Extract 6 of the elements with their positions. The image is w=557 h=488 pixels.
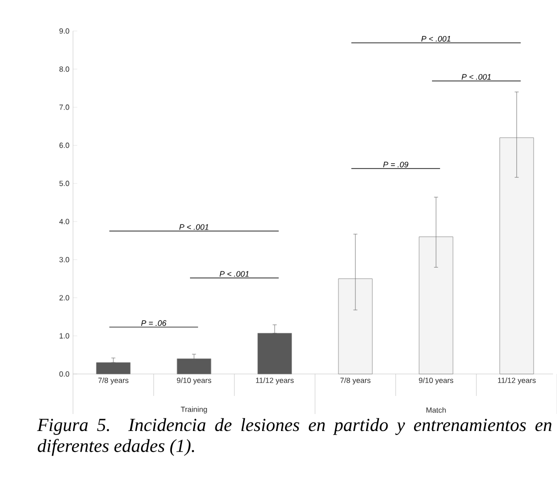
bar [500,138,534,374]
bar [176,358,212,374]
bar [96,362,130,374]
bar [338,278,373,374]
bar [418,236,454,374]
text: Figura 5. Incidencia de lesiones en partido y entrenamientos en diferentes edades (1). [37,418,552,456]
